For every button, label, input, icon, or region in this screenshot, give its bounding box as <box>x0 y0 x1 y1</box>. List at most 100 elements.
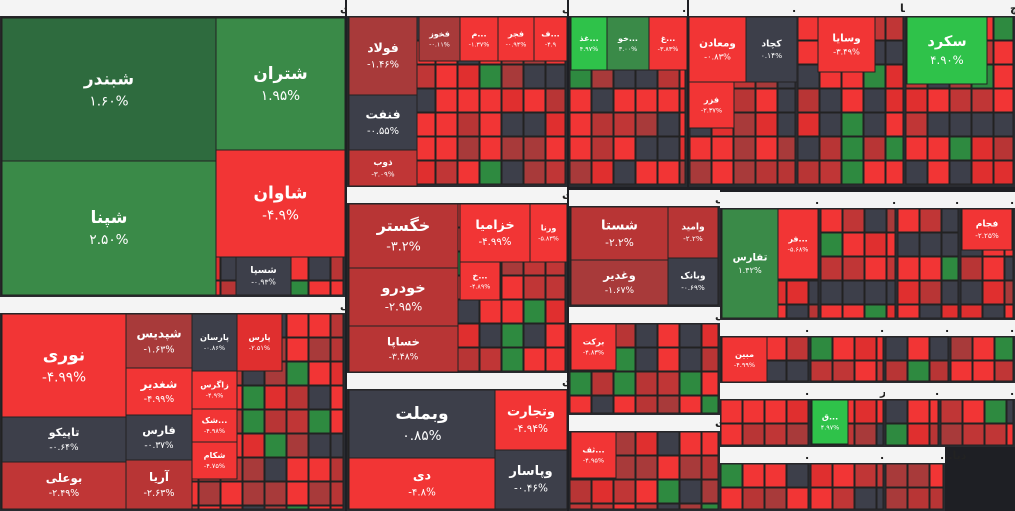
symbol-cell <box>545 136 566 161</box>
symbol-cell <box>994 336 1014 361</box>
symbol-cell <box>929 463 944 488</box>
symbol-cell <box>993 136 1014 161</box>
symbol-cell <box>819 136 842 161</box>
symbol-cell <box>764 360 787 382</box>
sector-header <box>720 447 810 463</box>
stock-change: ۱.۹۵% <box>261 88 300 104</box>
symbol-cell <box>819 88 842 113</box>
symbol-cell <box>755 88 778 113</box>
sector: خودرو و ساخت قطعاتخگستر-۳.۲%خودرو-۲.۹۵%خ… <box>347 187 688 373</box>
sector-header <box>689 0 797 16</box>
symbol-cell <box>457 88 480 113</box>
symbol-cell <box>864 232 887 257</box>
symbol-cell <box>689 136 712 161</box>
symbol-cell <box>808 304 819 319</box>
symbol-cell <box>545 347 566 372</box>
symbol-cell <box>886 304 896 319</box>
stock-name: نوری <box>43 345 85 365</box>
stock-name: وامید <box>681 223 704 233</box>
stock-change: -۴.۹% <box>206 392 224 400</box>
symbol-cell <box>435 88 458 113</box>
symbol-cell <box>885 487 908 510</box>
symbol-cell <box>220 505 243 510</box>
symbol-cell <box>864 280 887 305</box>
stock-change: -۲.۲۵% <box>975 231 999 240</box>
sector-header <box>569 307 720 323</box>
symbol-cell <box>457 299 480 324</box>
symbol-cell <box>545 88 566 113</box>
symbol-cell <box>941 256 959 281</box>
symbol-cell <box>885 399 908 424</box>
stock-change: -۴.۹۹% <box>42 369 86 385</box>
stock-change: -۳.۴۸% <box>389 352 419 363</box>
stock-tile <box>570 259 669 306</box>
symbol-cell <box>885 336 908 361</box>
sector-title: دیا... <box>940 449 967 462</box>
symbol-cell <box>679 323 702 348</box>
symbol-cell <box>797 88 820 113</box>
symbol-cell <box>905 112 928 137</box>
symbol-cell <box>264 385 287 410</box>
symbol-cell <box>657 347 680 372</box>
sector-header <box>569 190 720 206</box>
symbol-cell <box>841 112 864 137</box>
symbol-cell <box>886 208 896 233</box>
symbol-cell <box>308 385 331 410</box>
symbol-cell <box>569 136 592 161</box>
symbol-cell <box>330 361 344 386</box>
stock-change: -۴.۷۵% <box>204 462 225 470</box>
symbol-cell <box>755 112 778 137</box>
symbol-cell <box>885 64 904 89</box>
symbol-cell <box>962 423 985 446</box>
stock-change: -۴.۸% <box>408 487 436 498</box>
symbol-cell <box>264 457 287 482</box>
stock-tile <box>191 408 238 443</box>
stock-tile <box>348 203 459 269</box>
symbol-cell <box>635 88 658 113</box>
symbol-cell <box>286 505 309 510</box>
symbol-cell <box>797 112 820 137</box>
symbol-cell <box>501 136 524 161</box>
symbol-cell <box>984 423 1007 446</box>
symbol-cell <box>330 433 344 458</box>
symbol-cell <box>242 409 265 434</box>
symbol-cell <box>972 336 995 361</box>
symbol-cell <box>720 423 743 446</box>
symbol-cell <box>720 487 743 510</box>
symbol-cell <box>786 336 809 361</box>
stock-tile <box>570 431 617 479</box>
stock-tile <box>215 149 346 258</box>
stock-tile <box>494 389 568 451</box>
symbol-cell <box>545 323 566 348</box>
stock-tile <box>1 313 127 418</box>
symbol-cell <box>907 360 930 382</box>
symbol-cell <box>972 360 995 382</box>
stock-change: -۴.۹۹% <box>734 361 755 369</box>
symbol-cell <box>777 160 796 185</box>
symbol-cell <box>797 160 820 185</box>
stock-tile <box>817 16 876 73</box>
symbol-cell <box>897 304 920 319</box>
symbol-cell <box>330 313 344 338</box>
symbol-cell <box>308 505 331 510</box>
symbol-cell <box>929 399 939 424</box>
symbol-cell <box>613 455 636 480</box>
symbol-cell <box>842 232 865 257</box>
stock-tile <box>348 94 418 151</box>
stock-name: شاوان <box>253 183 307 203</box>
symbol-cell <box>993 16 1014 41</box>
symbol-cell <box>479 136 502 161</box>
symbol-cell <box>940 399 963 424</box>
symbol-cell <box>330 337 344 362</box>
symbol-cell <box>786 423 809 446</box>
symbol-cell <box>330 481 344 506</box>
symbol-cell <box>635 455 658 480</box>
symbol-cell <box>330 385 344 410</box>
symbol-cell <box>742 423 765 446</box>
sector: زراعت... <box>897 192 1003 320</box>
symbol-cell <box>854 423 877 446</box>
symbol-cell <box>701 479 719 504</box>
stock-tile <box>570 323 617 371</box>
symbol-cell <box>242 505 265 510</box>
symbol-cell <box>286 433 309 458</box>
